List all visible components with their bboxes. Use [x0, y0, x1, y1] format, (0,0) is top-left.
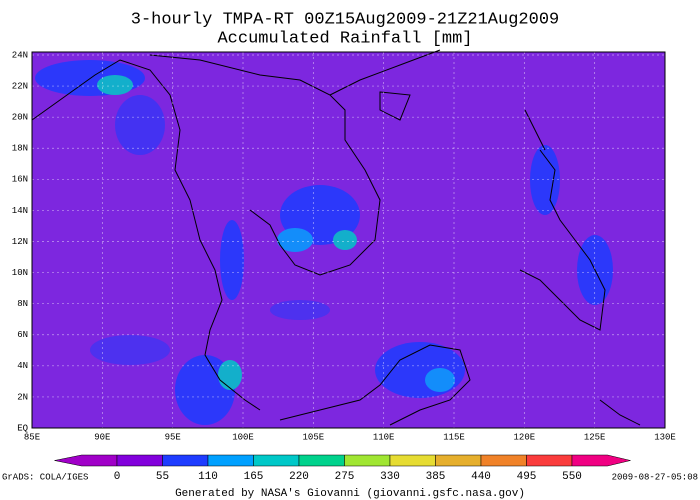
- subtitle-line: Accumulated Rainfall [mm]: [217, 29, 472, 48]
- colorbar-swatch: [344, 454, 391, 467]
- colorbar: 0 55 110 165 220 275 330 385 440 495 550: [54, 454, 631, 483]
- colorbar-label: 330: [380, 471, 400, 483]
- colorbar-label: 220: [289, 471, 309, 483]
- lon-label: 100E: [232, 432, 254, 442]
- lat-label: 18N: [12, 144, 28, 154]
- colorbar-label: 0: [114, 471, 121, 483]
- colorbar-swatch: [480, 454, 527, 467]
- lat-label: 10N: [12, 268, 28, 278]
- colorbar-swatch: [253, 454, 300, 467]
- lat-label: 2N: [17, 392, 28, 402]
- lat-label: 12N: [12, 237, 28, 247]
- colorbar-swatch: [526, 454, 573, 467]
- colorbar-label: 385: [426, 471, 446, 483]
- lat-label: 6N: [17, 330, 28, 340]
- lat-label: 24N: [12, 50, 28, 60]
- map: [31, 49, 666, 429]
- colorbar-swatch: [571, 454, 631, 467]
- colorbar-label: 275: [335, 471, 355, 483]
- lat-label: 22N: [12, 81, 28, 91]
- lat-label: EQ: [17, 423, 28, 433]
- map-frame: [31, 51, 666, 429]
- lon-label: 125E: [584, 432, 606, 442]
- colorbar-label: 55: [156, 471, 169, 483]
- colorbar-swatch: [435, 454, 482, 467]
- colorbar-label: 440: [471, 471, 491, 483]
- colorbar-swatch: [116, 454, 163, 467]
- lat-label: 20N: [12, 113, 28, 123]
- lon-label: 130E: [654, 432, 676, 442]
- title-line: 3-hourly TMPA-RT 00Z15Aug2009-21Z21Aug20…: [131, 10, 559, 29]
- colorbar-label: 110: [198, 471, 218, 483]
- colorbar-swatch: [389, 454, 436, 467]
- generated-by: Generated by NASA's Giovanni (giovanni.g…: [175, 488, 525, 500]
- colorbar-swatch: [207, 454, 254, 467]
- lon-label: 115E: [443, 432, 465, 442]
- lon-label: 95E: [165, 432, 181, 442]
- lon-label: 105E: [303, 432, 325, 442]
- lat-label: 14N: [12, 206, 28, 216]
- coastlines: [31, 49, 641, 426]
- credit-left: GrADS: COLA/IGES: [2, 472, 88, 482]
- colorbar-swatch: [298, 454, 345, 467]
- lon-label: 120E: [514, 432, 536, 442]
- lat-label: 8N: [17, 299, 28, 309]
- lat-label: 4N: [17, 361, 28, 371]
- colorbar-swatch: [54, 454, 118, 467]
- colorbar-label: 495: [517, 471, 537, 483]
- colorbar-label: 165: [244, 471, 264, 483]
- lon-label: 110E: [373, 432, 395, 442]
- lon-label: 90E: [94, 432, 110, 442]
- colorbar-swatch: [162, 454, 209, 467]
- graticule: [32, 52, 665, 428]
- lat-label: 16N: [12, 175, 28, 185]
- colorbar-label: 550: [562, 471, 582, 483]
- lon-label: 85E: [24, 432, 40, 442]
- timestamp: 2009-08-27-05:08: [612, 472, 698, 482]
